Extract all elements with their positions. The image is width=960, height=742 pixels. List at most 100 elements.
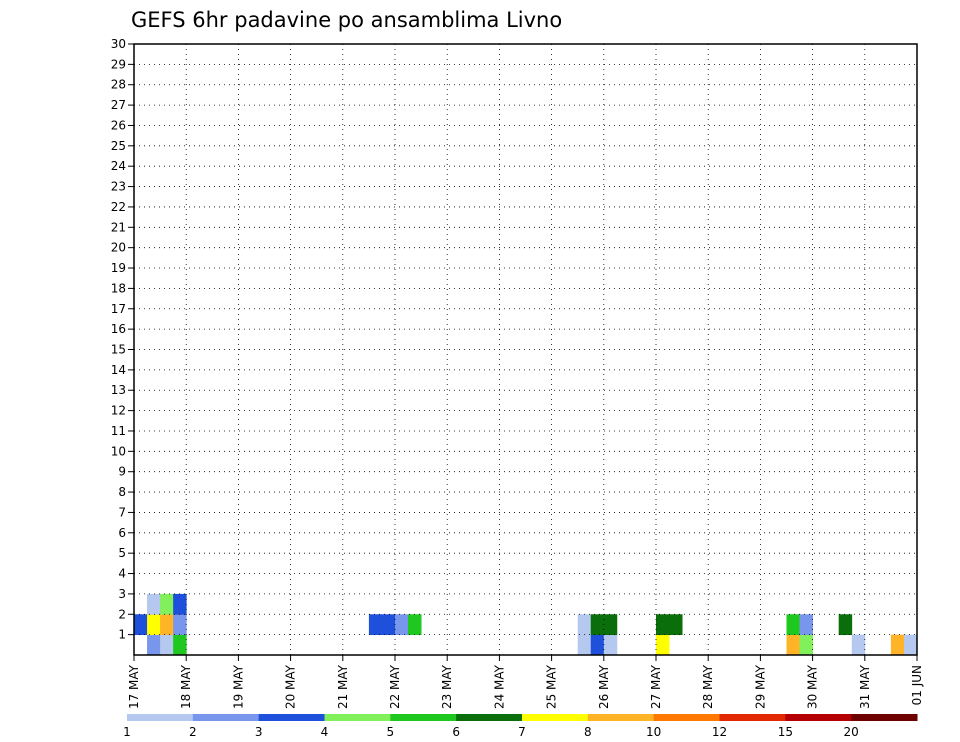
legend-swatch: [522, 714, 589, 721]
heatmap-cell: [147, 593, 161, 615]
y-tick-label: 14: [111, 363, 126, 377]
heatmap-cell: [134, 614, 148, 636]
legend-swatch: [851, 714, 918, 721]
legend-swatch: [390, 714, 457, 721]
x-tick-label: 23 MAY: [440, 664, 454, 709]
heatmap-cell: [173, 614, 187, 636]
heatmap-cell: [851, 634, 866, 656]
y-tick-label: 18: [111, 281, 126, 295]
y-tick-label: 4: [118, 567, 126, 581]
legend-label: 15: [778, 725, 793, 739]
y-tick-label: 16: [111, 322, 126, 336]
heatmap-cell: [786, 614, 800, 636]
y-tick-label: 12: [111, 404, 126, 418]
x-axis: 17 MAY 18 MAY 19 MAY 20 MAY 21 MAY 22 MAY 23 M…: [127, 655, 924, 709]
legend-swatch: [258, 714, 325, 721]
heatmap-cell: [799, 634, 813, 656]
y-tick-label: 29: [111, 57, 126, 71]
x-tick-label: 27 MAY: [649, 664, 663, 709]
legend-label: 6: [452, 725, 460, 739]
heatmap-cell: [160, 634, 174, 656]
y-tick-label: 2: [118, 607, 126, 621]
heatmap-cell: [408, 614, 422, 636]
heatmap-cell: [173, 593, 187, 615]
y-tick-label: 27: [111, 98, 126, 112]
x-tick-label: 30 MAY: [806, 664, 820, 709]
heatmap-cell: [577, 614, 592, 636]
heatmap-cell: [395, 614, 409, 636]
y-tick-label: 28: [111, 78, 126, 92]
y-tick-label: 10: [111, 444, 126, 458]
heatmap-cell: [173, 634, 187, 656]
x-tick-label: 31 MAY: [858, 664, 872, 709]
y-tick-label: 19: [111, 261, 126, 275]
legend-label: 1: [123, 725, 131, 739]
y-axis: 1234567891011121314151617181920212223242…: [111, 37, 134, 642]
heatmap-cell: [577, 634, 592, 656]
x-tick-label: 25 MAY: [545, 664, 559, 709]
legend-swatch: [192, 714, 260, 721]
heatmap-cell: [368, 614, 383, 636]
heatmap-cell: [656, 634, 670, 656]
y-tick-label: 8: [118, 485, 126, 499]
y-tick-label: 1: [118, 628, 126, 642]
y-tick-label: 6: [118, 526, 126, 540]
heatmap-cell: [656, 614, 670, 636]
chart-title: GEFS 6hr padavine po ansamblima Livno: [131, 8, 562, 32]
x-tick-label: 17 MAY: [127, 664, 141, 709]
legend-label: 20: [844, 725, 859, 739]
y-tick-label: 26: [111, 118, 126, 132]
x-tick-label: 24 MAY: [492, 664, 506, 709]
y-tick-label: 13: [111, 383, 126, 397]
legend-label: 5: [387, 725, 395, 739]
legend-label: 4: [321, 725, 329, 739]
legend-label: 10: [646, 725, 661, 739]
y-tick-label: 7: [118, 505, 126, 519]
heatmap-cell: [603, 614, 618, 636]
y-tick-label: 21: [111, 220, 126, 234]
x-tick-label: 19 MAY: [231, 664, 245, 709]
heatmap-cell: [799, 614, 813, 636]
legend-swatch: [324, 714, 391, 721]
legend-swatch: [127, 714, 194, 721]
legend-swatch: [456, 714, 523, 721]
y-tick-label: 23: [111, 180, 126, 194]
heatmap-cell: [147, 614, 161, 636]
y-tick-label: 11: [111, 424, 126, 438]
y-tick-label: 17: [111, 302, 126, 316]
x-tick-label: 18 MAY: [179, 664, 193, 709]
x-tick-label: 01 JUN: [910, 665, 924, 705]
heatmap-cell: [381, 614, 396, 636]
x-tick-label: 21 MAY: [336, 664, 350, 709]
y-tick-label: 5: [118, 546, 126, 560]
legend-swatch: [785, 714, 852, 721]
y-tick-label: 24: [111, 159, 126, 173]
y-tick-label: 15: [111, 343, 126, 357]
legend-label: 12: [712, 725, 727, 739]
heatmap-cell: [160, 593, 174, 615]
x-tick-label: 26 MAY: [597, 664, 611, 709]
y-tick-label: 22: [111, 200, 126, 214]
legend-label: 2: [189, 725, 197, 739]
heatmap-cell: [603, 634, 618, 656]
dotted-grid: [134, 44, 917, 655]
x-tick-label: 20 MAY: [284, 664, 298, 709]
legend-label: 3: [255, 725, 263, 739]
heatmap-cell: [669, 614, 683, 636]
legend-swatch: [587, 714, 655, 721]
y-tick-label: 20: [111, 241, 126, 255]
heatmap-cell: [590, 614, 605, 636]
legend-swatch: [719, 714, 786, 721]
x-tick-label: 28 MAY: [701, 664, 715, 709]
heatmap-cells: [134, 593, 918, 656]
x-tick-label: 29 MAY: [753, 664, 767, 709]
y-tick-label: 30: [111, 37, 126, 51]
heatmap-cell: [147, 634, 161, 656]
heatmap-cell: [903, 634, 918, 656]
heatmap-cell: [890, 634, 905, 656]
y-tick-label: 3: [118, 587, 126, 601]
legend-swatch: [653, 714, 720, 721]
color-legend: 1 2 3 4 5 6 7 8 10 12 15 20: [123, 714, 918, 739]
heatmap-cell: [786, 634, 800, 656]
